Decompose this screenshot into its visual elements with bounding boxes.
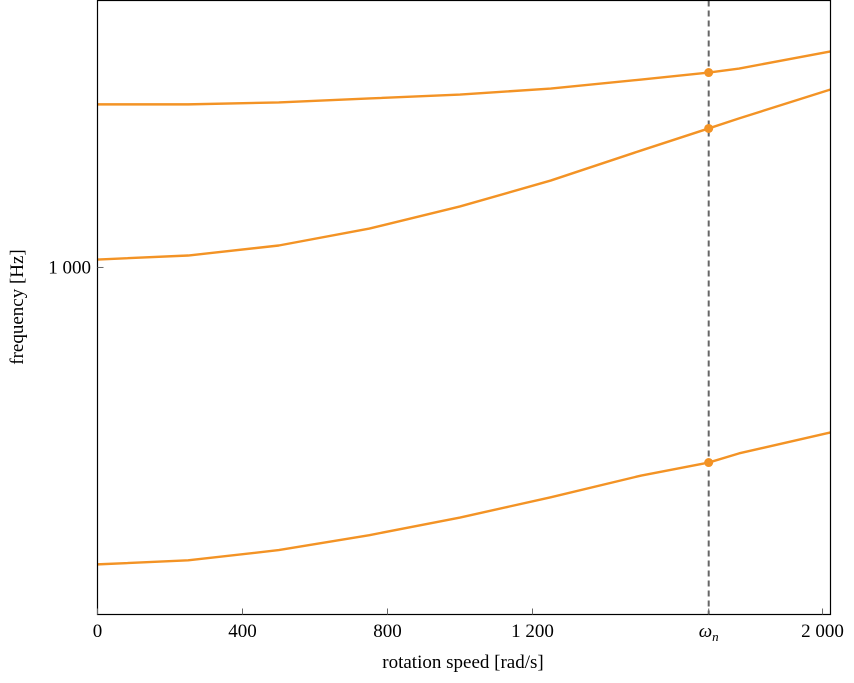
marker-series-1 xyxy=(704,68,714,78)
x-axis-label: rotation speed [rad/s] xyxy=(382,652,543,673)
x-tick-label: ωn xyxy=(699,621,719,644)
marker-series-2 xyxy=(704,123,714,133)
x-tick-label: 1 200 xyxy=(511,621,554,642)
x-tick-label: 800 xyxy=(373,621,402,642)
x-tick-label: 2 000 xyxy=(801,621,844,642)
plot-frame xyxy=(96,0,832,616)
series-line-2 xyxy=(97,88,831,261)
y-axis-label: frequency [Hz] xyxy=(7,249,28,365)
x-tick-label: 0 xyxy=(93,621,103,642)
x-tick-label: 400 xyxy=(228,621,257,642)
series-line-1 xyxy=(97,50,831,106)
y-tick-label: 1 000 xyxy=(48,257,91,278)
marker-series-3 xyxy=(704,458,714,468)
series-line-3 xyxy=(97,431,831,566)
